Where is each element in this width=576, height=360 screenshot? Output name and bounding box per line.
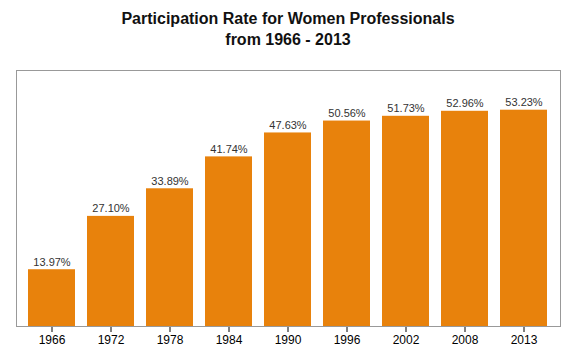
svg-text:50.56%: 50.56% [328,107,366,119]
svg-text:53.23%: 53.23% [505,96,543,108]
svg-text:1978: 1978 [157,333,184,347]
svg-text:2008: 2008 [452,333,479,347]
svg-text:41.74%: 41.74% [210,143,248,155]
html-text:Participation Rate for Women P: Participation Rate for Women Professiona… [121,10,455,27]
svg-text:1996: 1996 [334,333,361,347]
svg-text:47.63%: 47.63% [269,119,307,131]
svg-text:1984: 1984 [216,333,243,347]
svg-text:2002: 2002 [393,333,420,347]
svg-text:13.97%: 13.97% [33,256,71,268]
svg-text:1990: 1990 [275,333,302,347]
svg-text:51.73%: 51.73% [387,102,425,114]
html-text:from 1966 - 2013: from 1966 - 2013 [225,31,351,48]
svg-text:2013: 2013 [511,333,538,347]
svg-text:1966: 1966 [39,333,66,347]
svg-text:1972: 1972 [98,333,125,347]
svg-text:27.10%: 27.10% [92,202,130,214]
svg-text:33.89%: 33.89% [151,175,189,187]
svg-text:52.96%: 52.96% [446,97,484,109]
